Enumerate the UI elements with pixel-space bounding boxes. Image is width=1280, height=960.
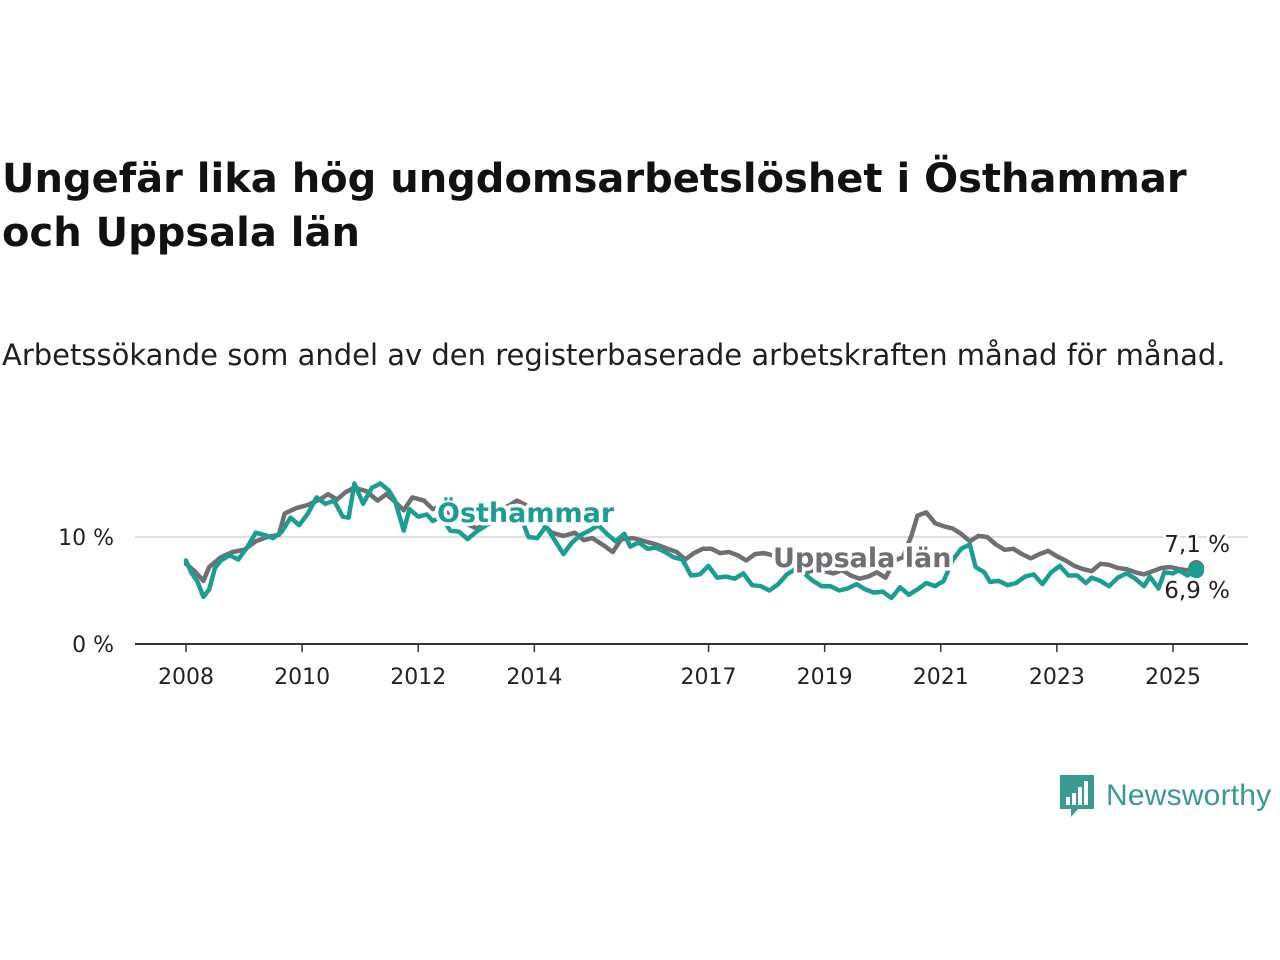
end-label-uppsala-lan: 7,1 % — [1164, 532, 1230, 558]
series-label-uppsala-lan-halo: Uppsala län — [773, 543, 951, 574]
line-chart: 0 % 10 % 2008 2010 2012 2014 2017 2019 2021 2023 2… — [58, 481, 1248, 690]
series — [183, 481, 1205, 601]
x-tick-label: 2012 — [390, 665, 446, 690]
end-dot-osthammar — [1188, 562, 1205, 579]
x-tick-label: 2019 — [797, 665, 853, 690]
end-label-osthammar-halo: 6,9 % — [1164, 578, 1230, 604]
brand-logo: Newsworthy — [1058, 772, 1271, 820]
chart-title: Ungefär lika hög ungdomsarbetslöshet i Ö… — [2, 156, 1187, 256]
x-tick-label: 2025 — [1145, 665, 1201, 690]
bar-chart-speech-bubble-icon — [1060, 775, 1094, 817]
series-label-uppsala-lan: Uppsala län — [773, 543, 951, 574]
end-label-uppsala-lan-halo: 7,1 % — [1164, 532, 1230, 558]
y-tick-label: 0 % — [72, 633, 114, 658]
end-label-osthammar: 6,9 % — [1164, 578, 1230, 604]
x-tick-label: 2017 — [681, 665, 737, 690]
series-label-osthammar: Östhammar — [437, 496, 615, 529]
series-label-osthammar-halo: Östhammar — [437, 496, 615, 529]
chart-subtitle: Arbetssökande som andel av den registerb… — [2, 338, 1226, 372]
x-tick-label: 2014 — [506, 665, 562, 690]
x-tick-label: 2021 — [913, 665, 969, 690]
series-line-uppsala-lan — [183, 485, 1199, 584]
y-tick-label: 10 % — [58, 526, 114, 551]
series-line-osthammar — [183, 481, 1199, 601]
axes: 0 % 10 % 2008 2010 2012 2014 2017 2019 2021 2023 2… — [58, 526, 1248, 690]
x-tick-label: 2023 — [1029, 665, 1085, 690]
brand-name: Newsworthy — [1106, 779, 1272, 812]
x-tick-label: 2010 — [274, 665, 330, 690]
x-tick-label: 2008 — [158, 665, 214, 690]
